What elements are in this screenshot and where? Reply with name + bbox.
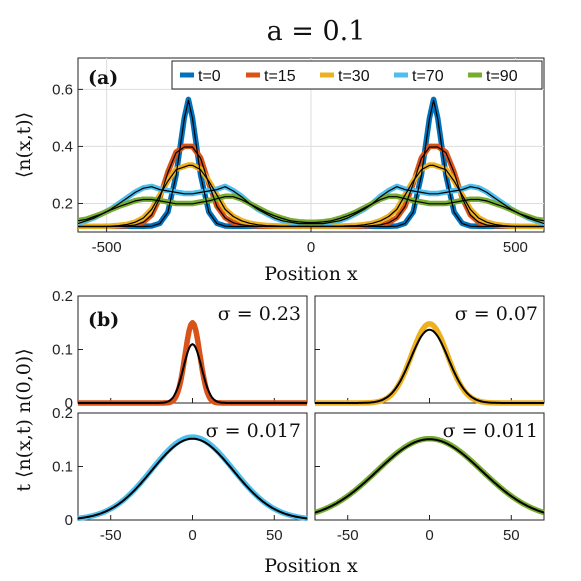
- fit-curve: [314, 438, 545, 514]
- panel-a-xlabel: Position x: [264, 263, 358, 285]
- panel-b: 0 0.1 0.2 σ = 0.23 σ = 0.07 0 0.1 0.2 -50 0 50 σ = …: [13, 288, 546, 577]
- fit-curve: [78, 343, 307, 404]
- x-tick-label: -50: [100, 527, 122, 544]
- y-tick-label: 0: [65, 512, 73, 529]
- x-tick-label: -50: [337, 527, 359, 544]
- y-tick-label: 0.4: [52, 138, 73, 155]
- legend-entry: t=15: [264, 68, 296, 85]
- fit-line-t-70: [78, 186, 544, 225]
- legend-entry: t=90: [486, 68, 518, 85]
- fit-curve: [77, 437, 308, 520]
- sigma-label: σ = 0.23: [218, 303, 301, 325]
- subplot-4: -50 0 50 σ = 0.011: [313, 412, 546, 544]
- data-curve: [313, 321, 546, 406]
- subplot-1: 0 0.1 0.2 σ = 0.23: [52, 288, 309, 412]
- panel-b-ylabel: t ⟨n(x,t) n(0,0)⟩: [13, 348, 35, 491]
- x-tick-label: 50: [266, 527, 283, 544]
- data-curve: [313, 435, 546, 516]
- x-tick-label: 0: [188, 527, 196, 544]
- data-curve: [76, 320, 309, 406]
- x-tick-label: 0: [307, 239, 315, 256]
- subplot-3: 0 0.1 0.2 -50 0 50 σ = 0.017: [52, 405, 309, 544]
- y-tick-label: 0.1: [52, 342, 73, 359]
- panel-b-label: (b): [88, 309, 119, 331]
- legend-entry: t=70: [412, 68, 444, 85]
- data-curve: [76, 434, 309, 522]
- panel-a: -500 0 500 0.2 0.4 0.6 (a) t=0 t=15 t=30 t=70 t=9…: [13, 57, 545, 285]
- fit-curve: [315, 328, 544, 404]
- figure-title: a = 0.1: [267, 16, 366, 47]
- x-tick-label: 50: [503, 527, 520, 544]
- sigma-label: σ = 0.017: [206, 420, 301, 442]
- sigma-label: σ = 0.07: [455, 303, 538, 325]
- fit-line-t-30: [78, 164, 544, 228]
- panel-a-ylabel: ⟨n(x,t)⟩: [13, 112, 35, 178]
- subplot-2: σ = 0.07: [313, 295, 546, 406]
- fit-line-t-90: [78, 196, 544, 224]
- legend: t=0 t=15 t=30 t=70 t=90: [171, 60, 543, 90]
- legend-entry: t=30: [338, 68, 370, 85]
- x-tick-label: 0: [425, 527, 433, 544]
- y-tick-label: 0.2: [52, 405, 73, 422]
- x-tick-label: -500: [92, 239, 122, 256]
- panel-b-xlabel: Position x: [264, 555, 358, 577]
- panel-a-label: (a): [88, 67, 118, 89]
- legend-entry: t=0: [198, 68, 221, 85]
- y-tick-label: 0: [65, 395, 73, 412]
- y-tick-label: 0.2: [52, 288, 73, 305]
- y-tick-label: 0.1: [52, 459, 73, 476]
- x-tick-label: 500: [503, 239, 528, 256]
- sigma-label: σ = 0.011: [443, 420, 538, 442]
- y-tick-label: 0.2: [52, 195, 73, 212]
- y-tick-label: 0.6: [52, 81, 73, 98]
